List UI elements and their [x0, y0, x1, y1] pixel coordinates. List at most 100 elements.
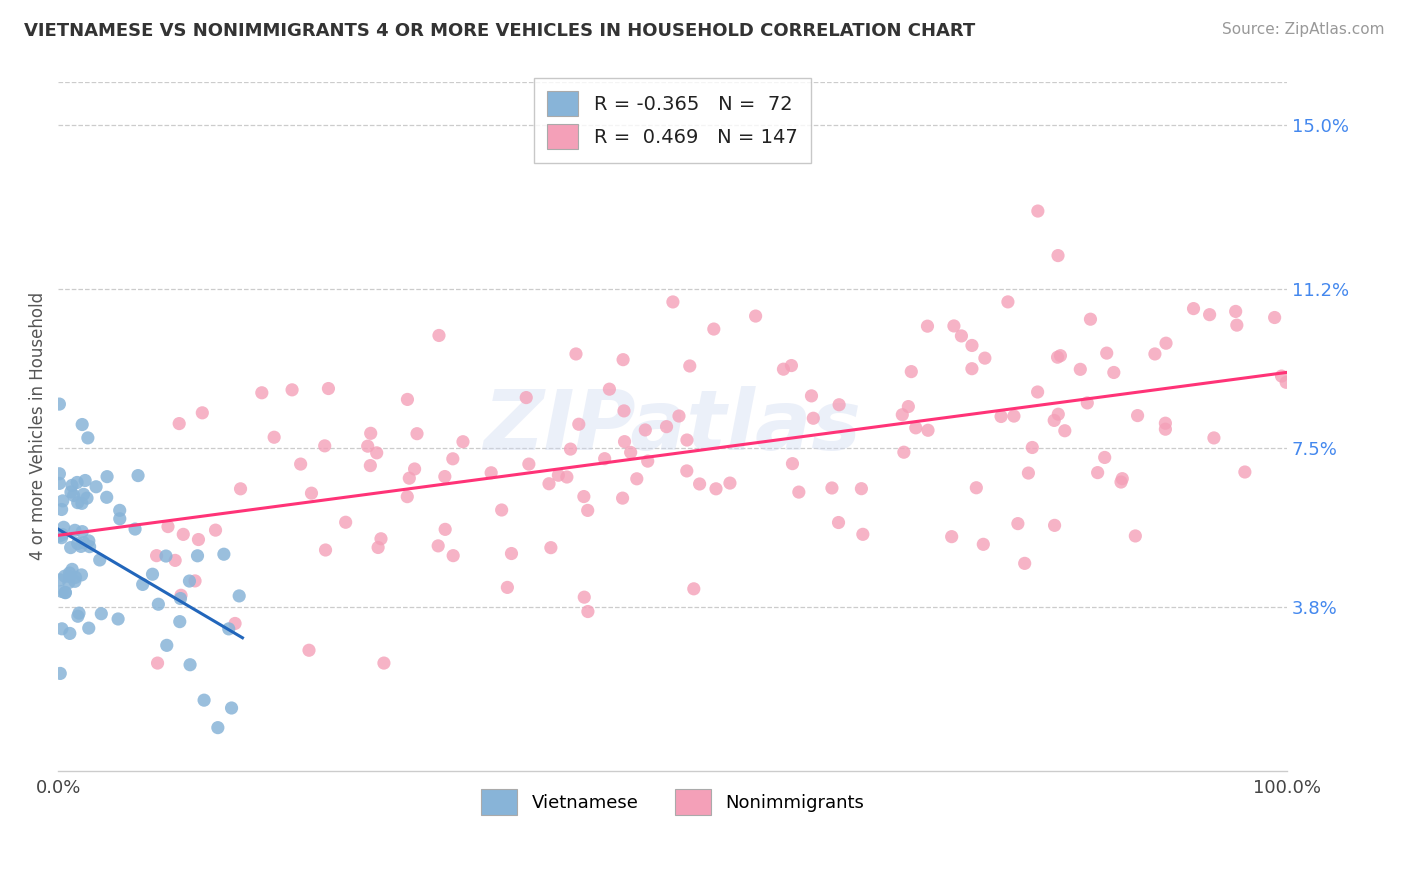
- Point: [124, 522, 146, 536]
- Point: [565, 347, 588, 361]
- Point: [58, 575, 80, 590]
- Point: [172, 527, 194, 541]
- Point: [59, 485, 82, 500]
- Point: [281, 383, 304, 397]
- Point: [179, 574, 201, 588]
- Point: [703, 322, 725, 336]
- Point: [851, 482, 873, 496]
- Point: [360, 426, 382, 441]
- Point: [148, 597, 170, 611]
- Point: [48, 467, 70, 481]
- Point: [89, 553, 111, 567]
- Point: [997, 294, 1019, 309]
- Point: [1026, 384, 1049, 399]
- Point: [613, 404, 636, 418]
- Point: [800, 389, 823, 403]
- Point: [576, 605, 599, 619]
- Point: [290, 457, 312, 471]
- Point: [156, 638, 179, 652]
- Point: [72, 535, 94, 549]
- Point: [63, 524, 86, 538]
- Point: [1095, 346, 1118, 360]
- Point: [427, 539, 450, 553]
- Point: [1007, 516, 1029, 531]
- Point: [48, 397, 70, 411]
- Point: [1002, 409, 1025, 423]
- Point: [53, 585, 76, 599]
- Point: [1182, 301, 1205, 316]
- Point: [827, 516, 849, 530]
- Point: [1076, 396, 1098, 410]
- Point: [451, 434, 474, 449]
- Point: [169, 591, 191, 606]
- Point: [676, 433, 699, 447]
- Point: [96, 491, 118, 505]
- Point: [370, 532, 392, 546]
- Point: [66, 495, 89, 509]
- Point: [96, 469, 118, 483]
- Point: [218, 622, 240, 636]
- Point: [574, 590, 596, 604]
- Point: [1154, 416, 1177, 430]
- Point: [655, 419, 678, 434]
- Point: [52, 520, 75, 534]
- Point: [782, 457, 804, 471]
- Point: [1043, 518, 1066, 533]
- Point: [70, 540, 93, 554]
- Point: [893, 445, 915, 459]
- Point: [59, 570, 82, 584]
- Text: ZIPatlas: ZIPatlas: [484, 386, 862, 467]
- Point: [900, 365, 922, 379]
- Point: [49, 573, 72, 587]
- Point: [229, 482, 252, 496]
- Point: [48, 476, 70, 491]
- Y-axis label: 4 or more Vehicles in Household: 4 or more Vehicles in Household: [30, 293, 46, 560]
- Point: [662, 294, 685, 309]
- Point: [59, 626, 82, 640]
- Point: [972, 537, 994, 551]
- Point: [572, 490, 595, 504]
- Point: [76, 431, 98, 445]
- Point: [406, 426, 429, 441]
- Point: [66, 609, 89, 624]
- Point: [620, 445, 643, 459]
- Point: [1047, 249, 1070, 263]
- Point: [170, 588, 193, 602]
- Point: [433, 469, 456, 483]
- Point: [960, 338, 983, 352]
- Point: [1225, 304, 1247, 318]
- Point: [744, 309, 766, 323]
- Point: [689, 477, 711, 491]
- Point: [49, 666, 72, 681]
- Point: [1233, 465, 1256, 479]
- Point: [373, 656, 395, 670]
- Point: [55, 585, 77, 599]
- Point: [1264, 310, 1286, 325]
- Point: [204, 523, 226, 537]
- Point: [76, 491, 98, 505]
- Point: [787, 485, 810, 500]
- Point: [1049, 349, 1071, 363]
- Point: [1123, 529, 1146, 543]
- Point: [263, 430, 285, 444]
- Point: [965, 481, 987, 495]
- Point: [141, 567, 163, 582]
- Point: [1047, 407, 1070, 421]
- Point: [314, 439, 336, 453]
- Point: [179, 657, 201, 672]
- Point: [1087, 466, 1109, 480]
- Point: [682, 582, 704, 596]
- Point: [60, 478, 83, 492]
- Point: [250, 385, 273, 400]
- Point: [186, 549, 208, 563]
- Point: [75, 474, 97, 488]
- Point: [52, 494, 75, 508]
- Point: [193, 693, 215, 707]
- Point: [950, 329, 973, 343]
- Point: [821, 481, 844, 495]
- Point: [941, 530, 963, 544]
- Point: [1202, 431, 1225, 445]
- Point: [593, 451, 616, 466]
- Point: [1154, 422, 1177, 436]
- Point: [491, 503, 513, 517]
